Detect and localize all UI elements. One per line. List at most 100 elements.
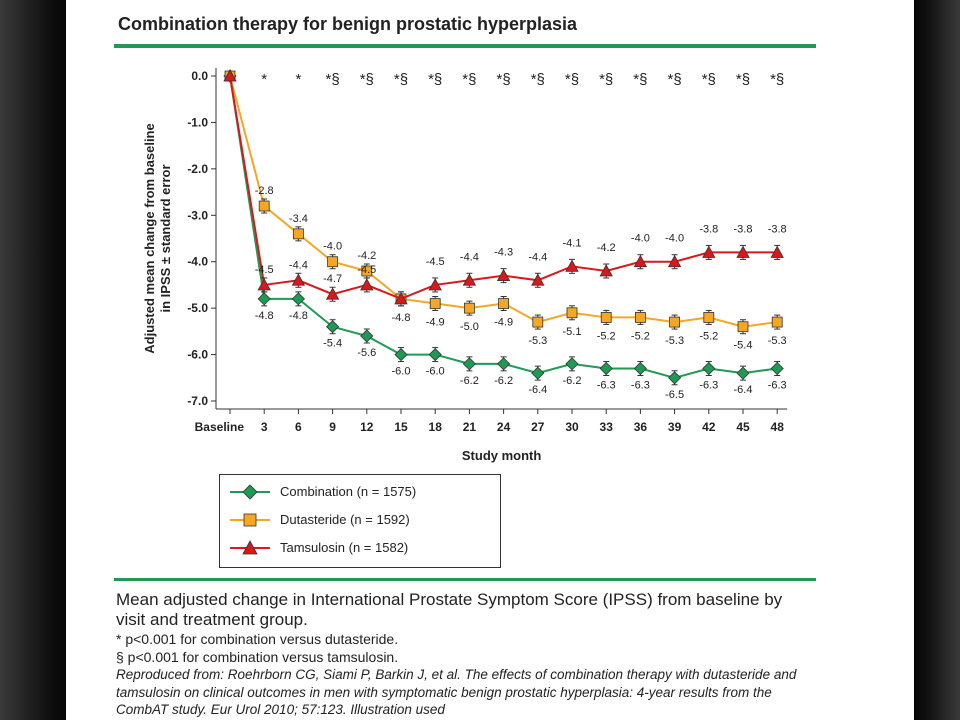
data-label-dutasteride: -5.2 [631,330,650,342]
data-label-dutasteride: -5.4 [734,340,753,352]
data-label-dutasteride: -2.8 [255,185,274,197]
legend-label-tamsulosin: Tamsulosin (n = 1582) [280,540,409,555]
significance-marker: *§ [668,71,682,88]
data-label-tamsulosin: -4.0 [665,233,684,245]
data-point-tamsulosin [257,278,271,291]
data-label-tamsulosin: -4.5 [426,256,445,268]
data-point-tamsulosin [462,273,477,286]
left-frame [0,0,66,720]
data-label-dutasteride: -5.3 [768,335,787,347]
x-tick-label: 15 [394,420,408,434]
data-label-tamsulosin: -3.8 [699,223,718,235]
data-point-combination [360,329,374,343]
data-point-combination [497,357,511,371]
data-label-dutasteride: -5.3 [665,335,684,347]
data-label-tamsulosin: -4.5 [255,264,274,276]
significance-marker: *§ [702,71,716,88]
data-point-tamsulosin [223,69,237,82]
data-label-dutasteride: -5.1 [563,326,582,338]
data-label-tamsulosin: -4.5 [357,264,376,276]
data-point-tamsulosin [736,245,750,258]
slide: Combination therapy for benign prostatic… [66,0,914,720]
data-label-combination: -6.0 [426,366,445,378]
data-point-combination [702,361,716,376]
legend-label-combination: Combination (n = 1575) [280,484,417,499]
caption: Mean adjusted change in International Pr… [116,590,816,719]
data-label-dutasteride: -4.8 [392,312,411,324]
data-point-dutasteride [635,312,646,323]
data-label-tamsulosin: -4.0 [631,233,650,245]
x-tick-label: 3 [261,420,268,434]
data-point-tamsulosin [633,254,648,268]
legend-marker-combination [230,484,270,500]
significance-marker: *§ [462,71,476,88]
data-label-dutasteride: -5.3 [528,335,547,347]
data-label-dutasteride: -4.2 [357,250,376,262]
x-tick-label: 36 [634,420,648,434]
significance-marker: *§ [736,71,750,88]
data-label-combination: -6.2 [494,375,513,387]
x-tick-label: 42 [702,420,716,434]
data-point-tamsulosin [496,268,511,282]
data-point-tamsulosin [360,278,374,291]
data-label-combination: -6.3 [597,380,616,392]
y-tick-label: -3.0 [187,208,208,222]
y-tick-label: -5.0 [187,301,208,315]
data-point-combination [257,292,271,306]
data-point-tamsulosin [599,264,613,277]
significance-marker: *§ [770,71,784,88]
data-point-combination [531,366,545,380]
x-tick-label: 18 [429,420,443,434]
line-chart: 0.0 -1.0 -2.0 -3.0 -4.0 -5.0 -6.0 -7.0 Baseline 3… [142,68,788,463]
data-label-tamsulosin: -4.4 [528,251,547,263]
data-label-combination: -6.3 [699,380,718,392]
data-point-dutasteride [669,316,680,328]
data-label-combination: -6.4 [734,384,753,396]
data-point-combination [428,348,442,362]
data-point-combination [291,292,305,306]
data-point-dutasteride [532,316,544,328]
data-label-dutasteride: -3.4 [289,213,308,225]
data-point-combination [770,361,784,376]
data-label-dutasteride: -4.9 [426,317,445,329]
significance-marker: *§ [599,71,613,88]
significance-marker: *§ [497,71,511,88]
y-tick-label: -2.0 [187,162,208,176]
data-point-dutasteride [258,200,270,212]
x-tick-label: 39 [668,420,682,434]
top-rule [114,44,816,48]
legend-item-dutasteride: Dutasteride (n = 1592) [226,507,496,533]
data-point-combination [736,366,750,380]
data-point-tamsulosin [394,292,408,305]
data-label-tamsulosin: -4.1 [563,237,582,249]
x-tick-label: 12 [360,420,374,434]
significance-marker: *§ [394,71,408,88]
slide-title: Combination therapy for benign prostatic… [118,14,578,34]
y-tick-label: -4.0 [187,255,208,269]
data-point-tamsulosin [667,254,682,268]
bottom-rule [114,578,816,581]
data-label-combination: -5.4 [323,338,342,350]
data-label-combination: -6.3 [768,380,787,392]
x-tick-label: 48 [771,420,785,434]
significance-marker: * [261,71,267,88]
data-label-dutasteride: -4.9 [494,317,513,329]
data-point-dutasteride [292,228,304,240]
data-label-tamsulosin: -4.2 [597,242,616,254]
x-tick-label: 27 [531,420,545,434]
data-label-tamsulosin: -4.4 [460,251,479,263]
series-line-tamsulosin [229,75,778,300]
significance-marker: *§ [428,71,442,88]
x-tick-label: 9 [329,420,336,434]
legend-marker-tamsulosin [230,540,270,555]
data-point-dutasteride [566,307,578,319]
data-point-dutasteride [327,256,339,268]
x-tick-label: 21 [463,420,477,434]
data-label-combination: -6.4 [528,384,547,396]
x-tick-label: 24 [497,420,511,434]
significance-marker: *§ [633,71,647,88]
data-point-dutasteride [703,312,715,323]
chart-legend: Combination (n = 1575) Dutasteride (n = … [219,474,501,568]
data-point-tamsulosin [702,245,716,258]
data-point-dutasteride [361,265,373,277]
